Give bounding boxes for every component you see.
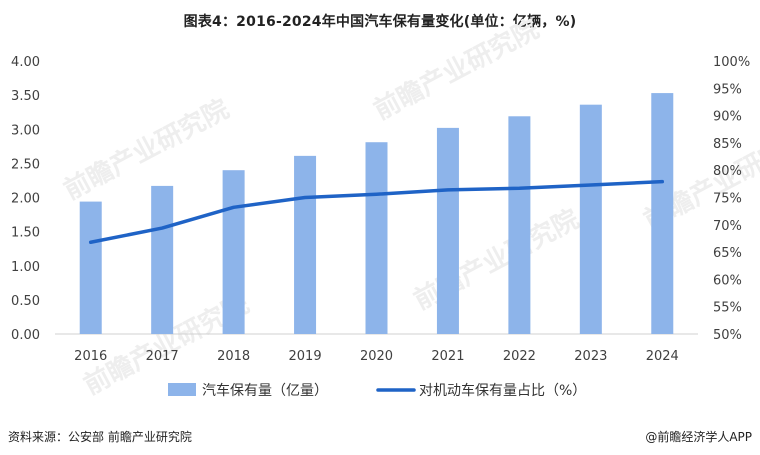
left-tick-label: 0.50 — [11, 294, 40, 309]
right-tick-label: 80% — [713, 164, 742, 179]
bar — [651, 93, 674, 334]
bar — [579, 104, 602, 335]
bar — [365, 142, 388, 334]
x-tick-label: 2017 — [146, 349, 179, 364]
ratio-line — [88, 179, 665, 245]
bar — [79, 201, 102, 334]
brand-note: @前瞻经济学人APP — [645, 430, 752, 444]
left-tick-label: 0.00 — [11, 328, 40, 343]
x-tick-label: 2022 — [503, 349, 536, 364]
left-tick-label: 4.00 — [11, 55, 40, 70]
bar — [294, 155, 317, 334]
left-axis: 0.00 0.50 1.00 1.50 2.00 2.50 3.00 3.50 4.00 — [11, 55, 40, 343]
left-tick-label: 3.50 — [11, 89, 40, 104]
right-tick-label: 85% — [713, 137, 742, 152]
right-tick-label: 75% — [713, 192, 742, 207]
bar — [222, 170, 245, 334]
left-tick-label: 2.50 — [11, 157, 40, 172]
legend-label-bar: 汽车保有量（亿量） — [202, 382, 328, 399]
right-tick-label: 70% — [713, 219, 742, 234]
right-tick-label: 60% — [713, 273, 742, 288]
watermark-text: 前瞻产业研究院 — [369, 13, 544, 126]
right-tick-label: 100% — [713, 55, 750, 70]
right-tick-label: 55% — [713, 301, 742, 316]
x-axis: 2016 2017 2018 2019 2020 2021 2022 2023 2024 — [74, 349, 679, 364]
x-tick-label: 2018 — [217, 349, 250, 364]
legend-swatch-bar — [168, 383, 196, 396]
watermark-text: 前瞻产业研究院 — [59, 93, 234, 206]
x-tick-label: 2020 — [360, 349, 393, 364]
watermark-text: 前瞻产业研究院 — [409, 203, 584, 316]
right-tick-label: 65% — [713, 246, 742, 261]
bar-series — [79, 93, 674, 335]
left-tick-label: 1.00 — [11, 260, 40, 275]
legend-label-line: 对机动车保有量占比（%） — [419, 382, 586, 399]
bar — [151, 185, 174, 334]
x-tick-label: 2016 — [74, 349, 107, 364]
x-tick-label: 2021 — [431, 349, 464, 364]
left-tick-label: 3.00 — [11, 123, 40, 138]
right-axis: 50% 55% 60% 65% 70% 75% 80% 85% 90% 95% 100% — [713, 55, 750, 343]
bar — [508, 116, 531, 334]
x-tick-label: 2019 — [289, 349, 322, 364]
x-tick-label: 2024 — [646, 349, 679, 364]
source-note: 资料来源：公安部 前瞻产业研究院 — [8, 430, 192, 444]
left-tick-label: 2.00 — [11, 192, 40, 207]
chart-title: 图表4：2016-2024年中国汽车保有量变化(单位：亿辆，%) — [183, 14, 577, 30]
x-tick-label: 2023 — [574, 349, 607, 364]
bar — [436, 127, 459, 334]
right-tick-label: 90% — [713, 110, 742, 125]
legend: 汽车保有量（亿量） 对机动车保有量占比（%） — [168, 382, 586, 399]
right-tick-label: 95% — [713, 82, 742, 97]
right-tick-label: 50% — [713, 328, 742, 343]
left-tick-label: 1.50 — [11, 226, 40, 241]
